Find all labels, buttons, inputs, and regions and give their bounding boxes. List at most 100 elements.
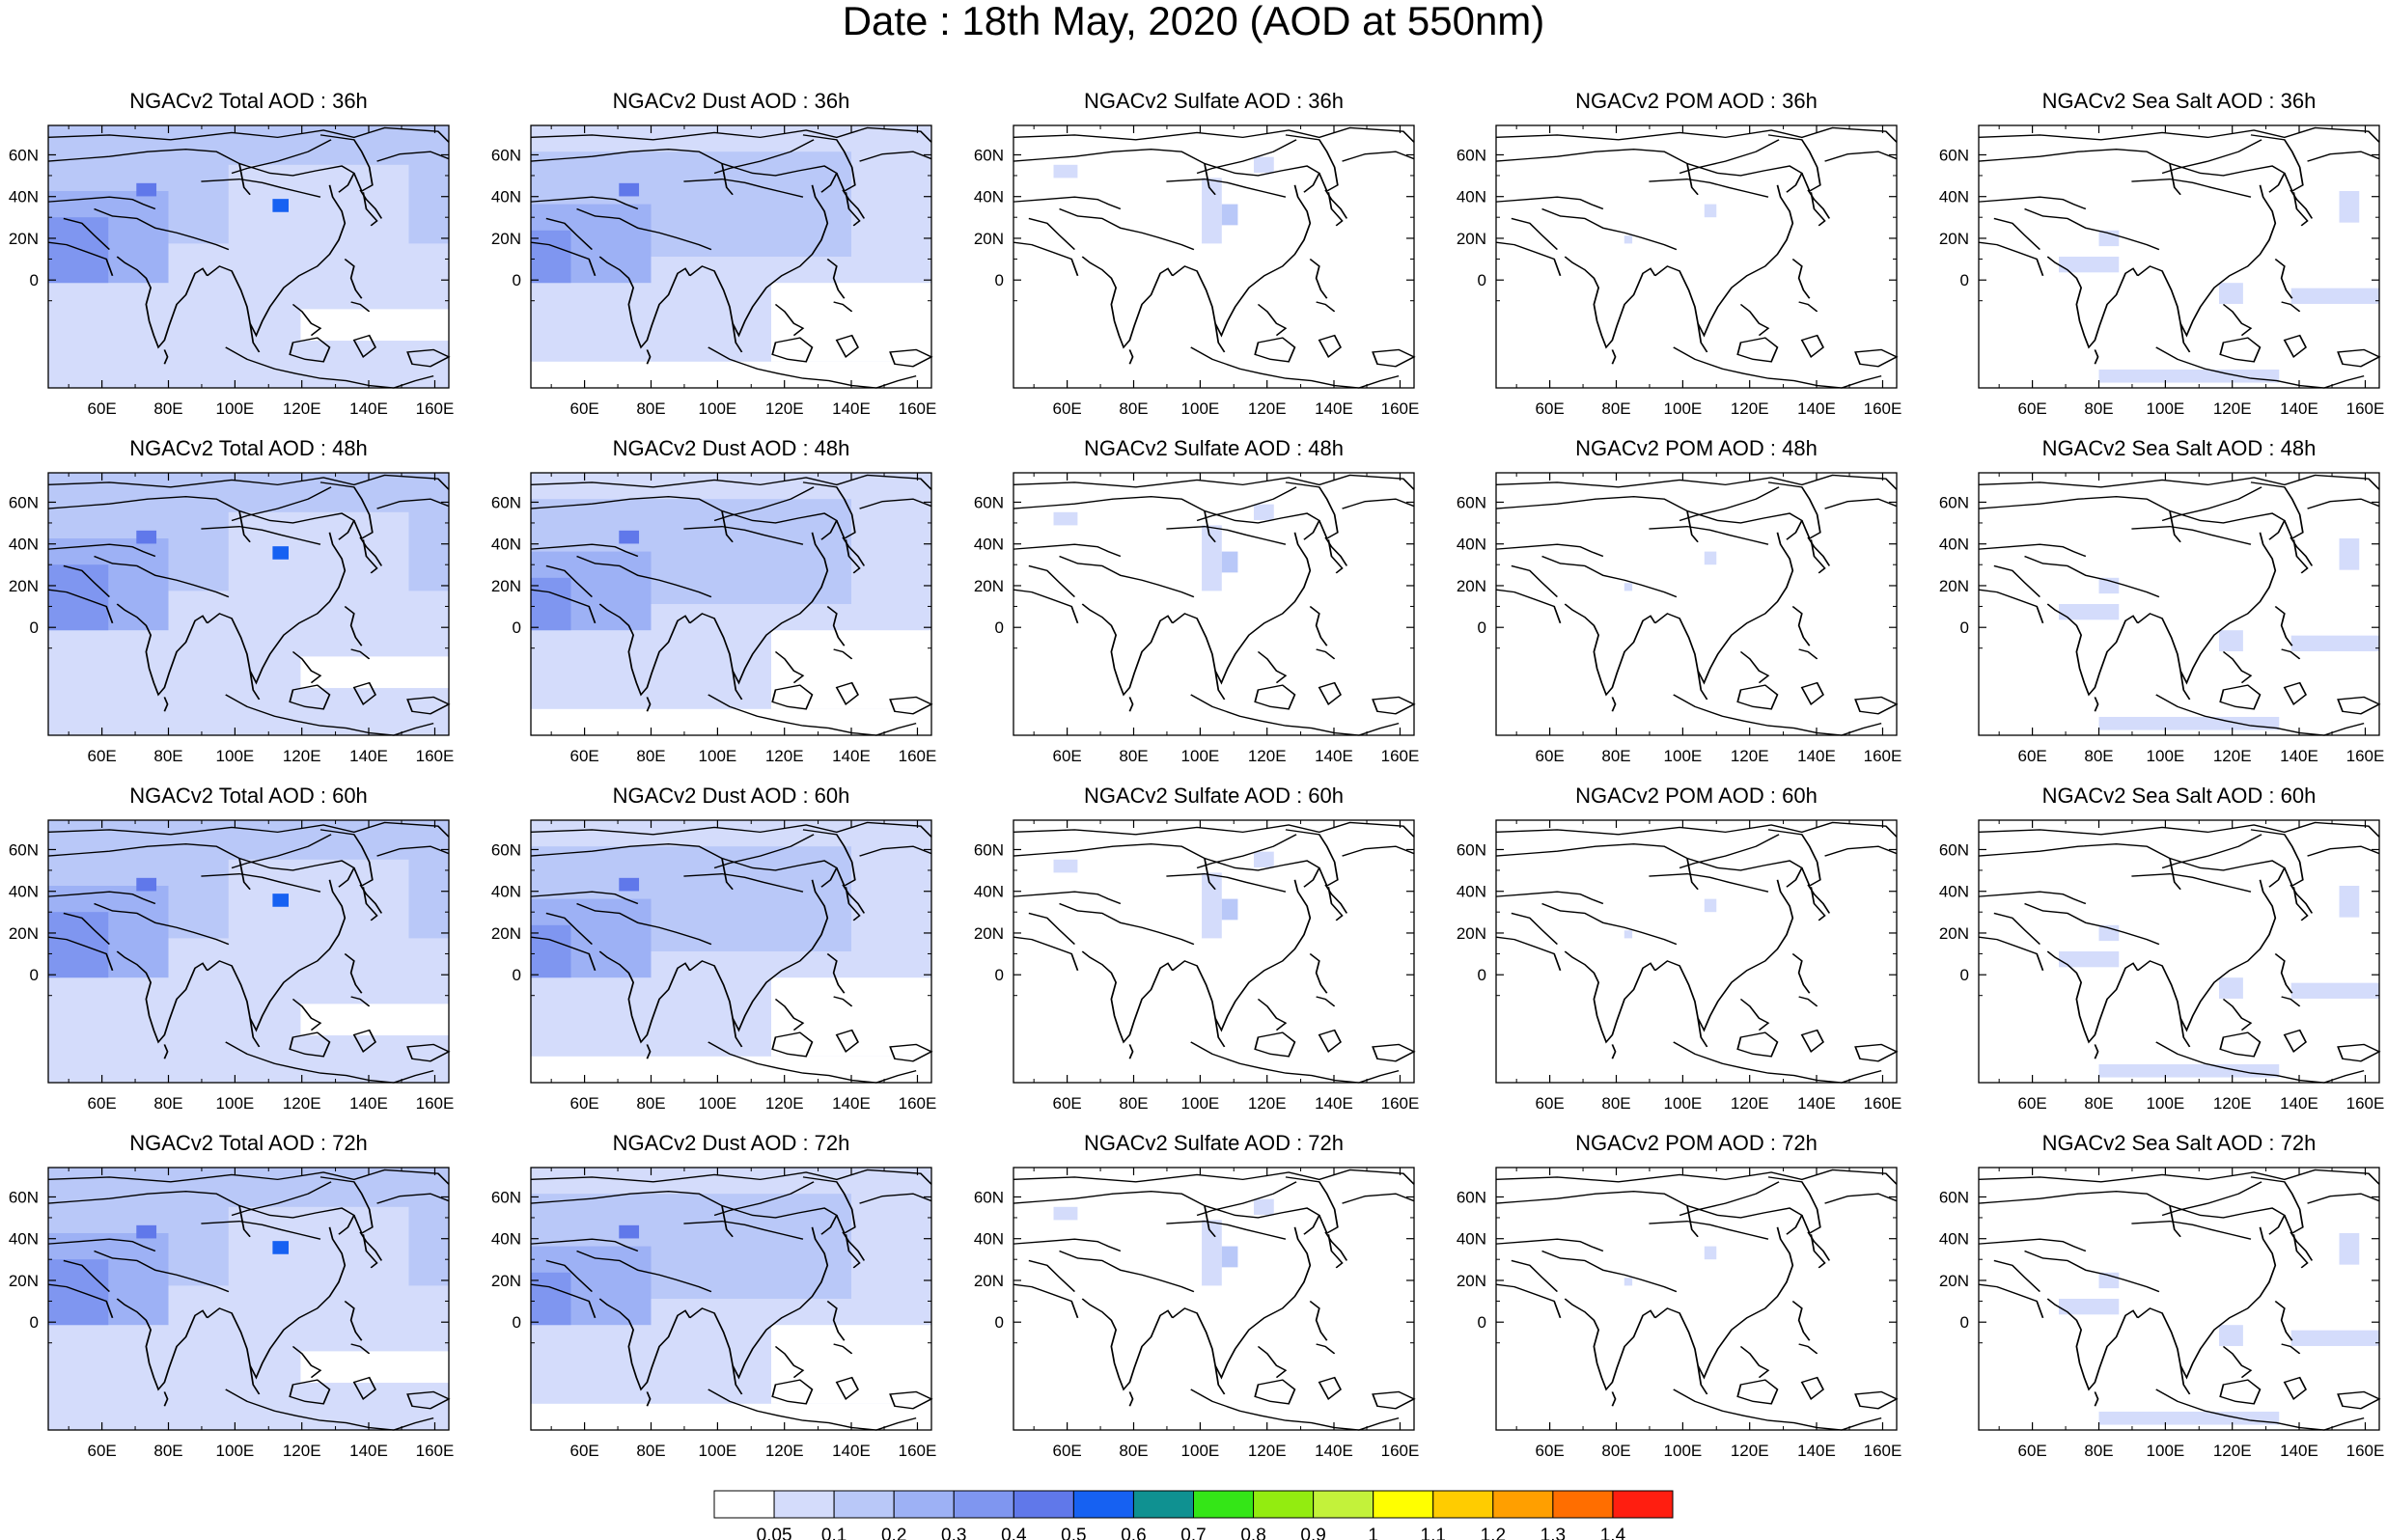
longitude-tick-label: 100E bbox=[216, 399, 255, 418]
longitude-tick-label: 140E bbox=[2280, 1442, 2318, 1460]
colorbar-swatch bbox=[1612, 1490, 1674, 1519]
panel-title: NGACv2 Sulfate AOD : 72h bbox=[1083, 1131, 1345, 1155]
latitude-tick-label: 20N bbox=[1457, 577, 1486, 595]
longitude-tick-label: 80E bbox=[1601, 399, 1630, 418]
longitude-tick-label: 140E bbox=[349, 1094, 388, 1113]
aod-shading bbox=[1053, 164, 1078, 179]
aod-shading bbox=[136, 1224, 157, 1239]
latitude-tick-label: 20N bbox=[1939, 577, 1969, 595]
latitude-tick-label: 60N bbox=[491, 493, 521, 511]
aod-shading bbox=[1624, 1278, 1633, 1286]
aod-shading bbox=[1254, 1198, 1274, 1215]
colorbar-swatch bbox=[1313, 1490, 1374, 1519]
longitude-tick-label: 140E bbox=[1315, 399, 1353, 418]
latitude-tick-label: 20N bbox=[491, 577, 521, 595]
latitude-tick-label: 40N bbox=[1457, 883, 1486, 901]
latitude-tick-label: 0 bbox=[30, 966, 39, 984]
map-frame bbox=[47, 124, 450, 389]
latitude-tick-label: 40N bbox=[974, 188, 1004, 206]
latitude-tick-label: 60N bbox=[1457, 493, 1486, 511]
longitude-tick-label: 140E bbox=[349, 1442, 388, 1460]
longitude-tick-label: 160E bbox=[416, 747, 455, 765]
longitude-tick-label: 60E bbox=[569, 747, 598, 765]
latitude-tick-label: 20N bbox=[1457, 924, 1486, 943]
longitude-tick-label: 60E bbox=[87, 1442, 116, 1460]
latitude-tick-label: 20N bbox=[1457, 1272, 1486, 1290]
panel-title: NGACv2 Sea Salt AOD : 36h bbox=[2041, 89, 2317, 113]
colorbar-label: 0.8 bbox=[1240, 1526, 1265, 1540]
aod-shading bbox=[1624, 930, 1633, 939]
map-panel: 60E 80E 100E 120E 140E 160E 60N 40N 20N 0 bbox=[1457, 472, 1902, 765]
aod-shading bbox=[2059, 951, 2120, 968]
colorbar-swatch bbox=[893, 1490, 955, 1519]
map-frame bbox=[1978, 124, 2380, 389]
longitude-tick-label: 120E bbox=[283, 399, 321, 418]
longitude-tick-label: 80E bbox=[1601, 1094, 1630, 1113]
latitude-tick-label: 40N bbox=[974, 883, 1004, 901]
latitude-tick-label: 60N bbox=[974, 840, 1004, 859]
longitude-tick-label: 120E bbox=[1731, 1094, 1769, 1113]
longitude-tick-label: 60E bbox=[1535, 747, 1564, 765]
panel-title: NGACv2 Sea Salt AOD : 60h bbox=[2041, 784, 2317, 808]
colorbar-label: 0.6 bbox=[1121, 1526, 1146, 1540]
panel-title: NGACv2 POM AOD : 72h bbox=[1575, 1131, 1818, 1155]
aod-shading bbox=[136, 182, 157, 197]
aod-shading bbox=[272, 894, 289, 907]
panel-title: NGACv2 Dust AOD : 60h bbox=[612, 784, 850, 808]
aod-shading bbox=[2098, 716, 2280, 730]
aod-shading bbox=[2290, 635, 2379, 651]
aod-shading bbox=[2339, 191, 2360, 223]
panel-title: NGACv2 Sea Salt AOD : 72h bbox=[2041, 1131, 2317, 1155]
aod-shading bbox=[2339, 1233, 2360, 1265]
longitude-tick-label: 160E bbox=[1864, 747, 1902, 765]
longitude-tick-label: 160E bbox=[1381, 1094, 1420, 1113]
colorbar-swatch bbox=[1552, 1490, 1614, 1519]
panel-title: NGACv2 Total AOD : 72h bbox=[129, 1131, 368, 1155]
colorbar-label: 0.5 bbox=[1061, 1526, 1086, 1540]
aod-shading bbox=[2219, 283, 2243, 304]
aod-shading bbox=[1202, 872, 1222, 939]
colorbar-label: 1.1 bbox=[1421, 1526, 1446, 1540]
longitude-tick-label: 100E bbox=[1664, 747, 1703, 765]
aod-shading bbox=[771, 630, 931, 709]
longitude-tick-label: 160E bbox=[899, 747, 937, 765]
longitude-tick-label: 60E bbox=[1052, 1094, 1081, 1113]
latitude-tick-label: 40N bbox=[491, 536, 521, 554]
colorbar-label: 0.9 bbox=[1300, 1526, 1325, 1540]
longitude-tick-label: 120E bbox=[283, 1442, 321, 1460]
longitude-tick-label: 80E bbox=[153, 1094, 182, 1113]
map-frame bbox=[530, 472, 932, 736]
longitude-tick-label: 60E bbox=[569, 399, 598, 418]
map-frame bbox=[1013, 1167, 1415, 1431]
map-panel: 60E 80E 100E 120E 140E 160E 60N 40N 20N 0 bbox=[1457, 819, 1901, 1113]
panel-title: NGACv2 Total AOD : 60h bbox=[129, 784, 368, 808]
longitude-tick-label: 160E bbox=[1381, 399, 1420, 418]
latitude-tick-label: 40N bbox=[491, 883, 521, 901]
latitude-tick-label: 40N bbox=[1939, 188, 1969, 206]
longitude-tick-label: 60E bbox=[1052, 399, 1081, 418]
aod-shading bbox=[1624, 583, 1633, 591]
aod-shading bbox=[2290, 982, 2379, 999]
longitude-tick-label: 160E bbox=[416, 1094, 455, 1113]
latitude-tick-label: 60N bbox=[9, 493, 39, 511]
map-panel: 60E 80E 100E 120E 140E 160E 60N 40N 20N 0 bbox=[974, 1167, 1419, 1460]
aod-shading bbox=[1221, 1246, 1238, 1268]
longitude-tick-label: 120E bbox=[1248, 399, 1287, 418]
aod-shading bbox=[2098, 1411, 2280, 1425]
latitude-tick-label: 20N bbox=[9, 924, 39, 943]
latitude-tick-label: 20N bbox=[491, 924, 521, 943]
aod-shading bbox=[1053, 859, 1078, 873]
longitude-tick-label: 140E bbox=[349, 747, 388, 765]
map-panel: 60E 80E 100E 120E 140E 160E 60N 40N 20N 0 bbox=[491, 124, 936, 418]
latitude-tick-label: 40N bbox=[9, 188, 39, 206]
map-panel: 60E 80E 100E 120E 140E 160E 60N 40N 20N 0 bbox=[491, 472, 937, 765]
latitude-tick-label: 20N bbox=[491, 230, 521, 248]
latitude-tick-label: 40N bbox=[1457, 188, 1486, 206]
map-panel: 60E 80E 100E 120E 140E 160E 60N 40N 20N 0 bbox=[9, 472, 455, 765]
longitude-tick-label: 120E bbox=[2213, 747, 2252, 765]
longitude-tick-label: 80E bbox=[636, 1442, 665, 1460]
aod-shading bbox=[771, 1325, 931, 1404]
latitude-tick-label: 40N bbox=[491, 1230, 521, 1249]
latitude-tick-label: 40N bbox=[1457, 1230, 1486, 1249]
longitude-tick-label: 60E bbox=[1052, 1442, 1081, 1460]
